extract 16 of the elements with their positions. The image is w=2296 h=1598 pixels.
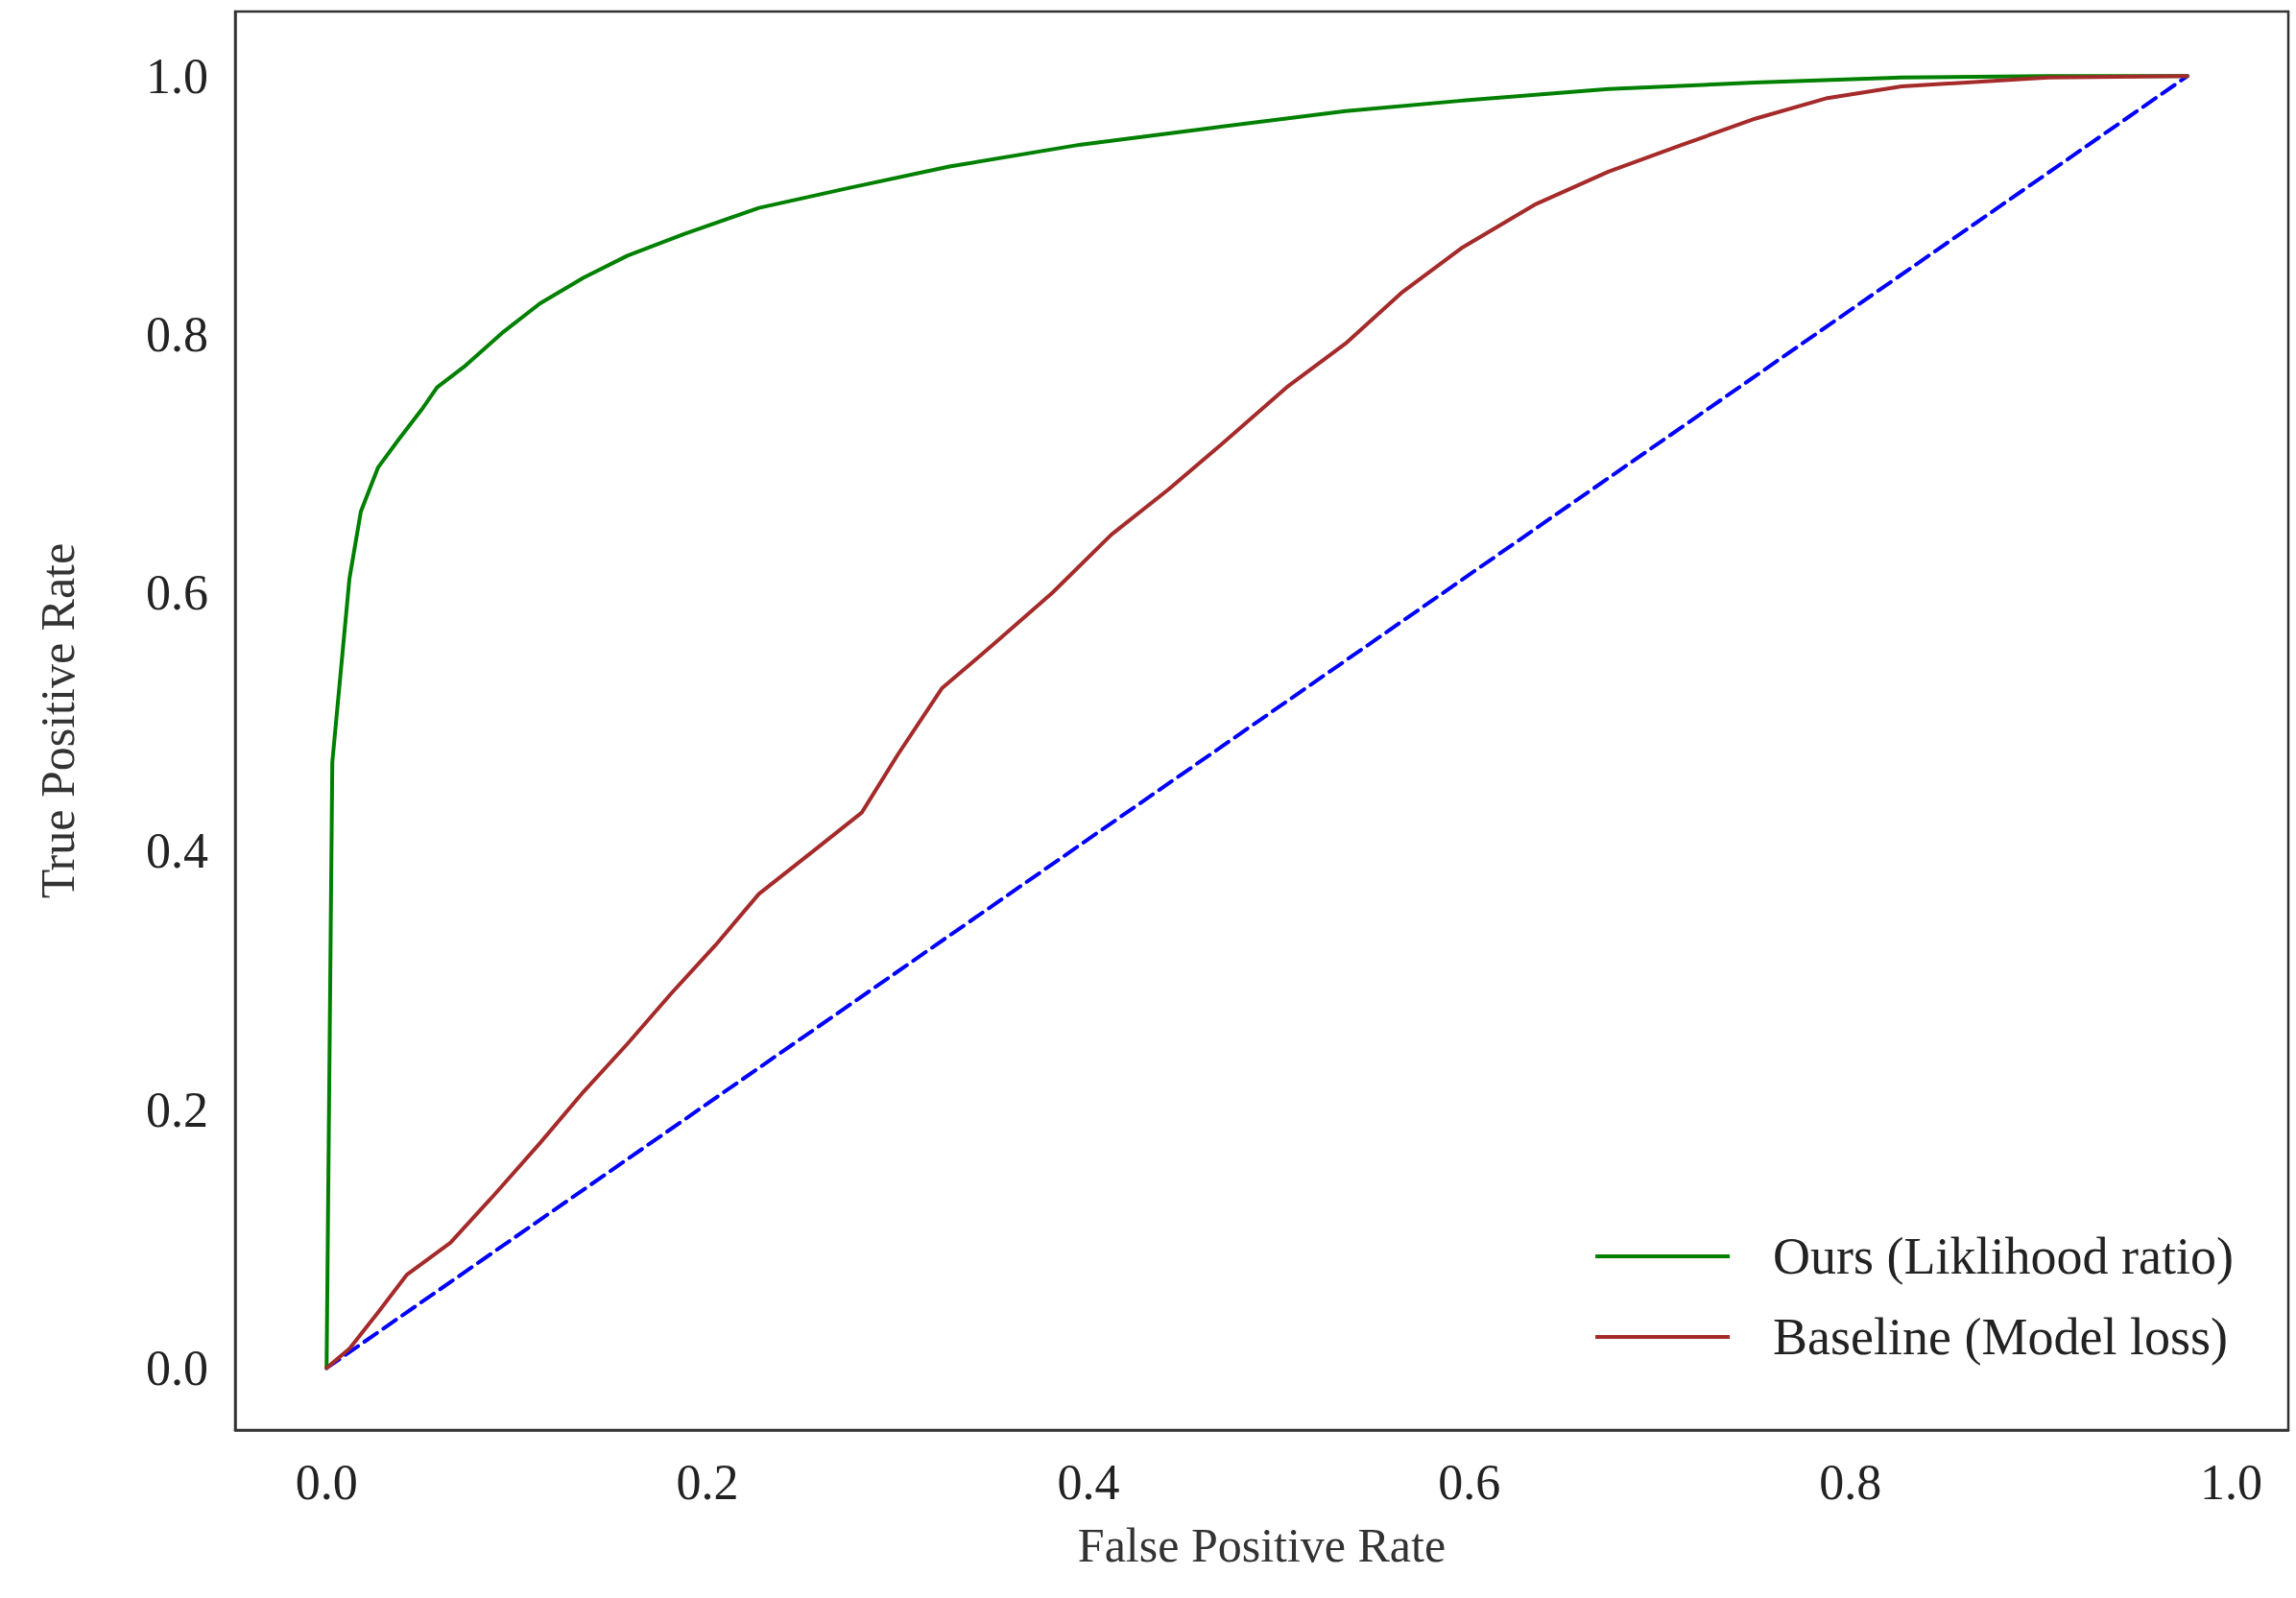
x-tick-label: 0.8 bbox=[1819, 1454, 1882, 1510]
y-tick-label: 0.2 bbox=[146, 1082, 208, 1137]
y-tick-label: 1.0 bbox=[146, 48, 208, 104]
y-tick-label: 0.6 bbox=[146, 565, 208, 621]
legend-label: Ours (Liklihood ratio) bbox=[1773, 1228, 2235, 1285]
y-tick-label: 0.0 bbox=[146, 1340, 208, 1395]
x-tick-label: 0.4 bbox=[1057, 1454, 1120, 1510]
y-tick-label: 0.4 bbox=[146, 823, 208, 879]
y-tick-label: 0.8 bbox=[146, 307, 208, 363]
y-axis-title: True Positive Rate bbox=[31, 542, 84, 899]
x-tick-label: 0.6 bbox=[1438, 1454, 1501, 1510]
x-axis-title: False Positive Rate bbox=[1077, 1518, 1447, 1572]
x-tick-label: 0.0 bbox=[295, 1454, 358, 1510]
x-tick-label: 0.2 bbox=[676, 1454, 739, 1510]
x-tick-label: 1.0 bbox=[2199, 1454, 2262, 1510]
legend-label: Baseline (Model loss) bbox=[1773, 1308, 2229, 1366]
